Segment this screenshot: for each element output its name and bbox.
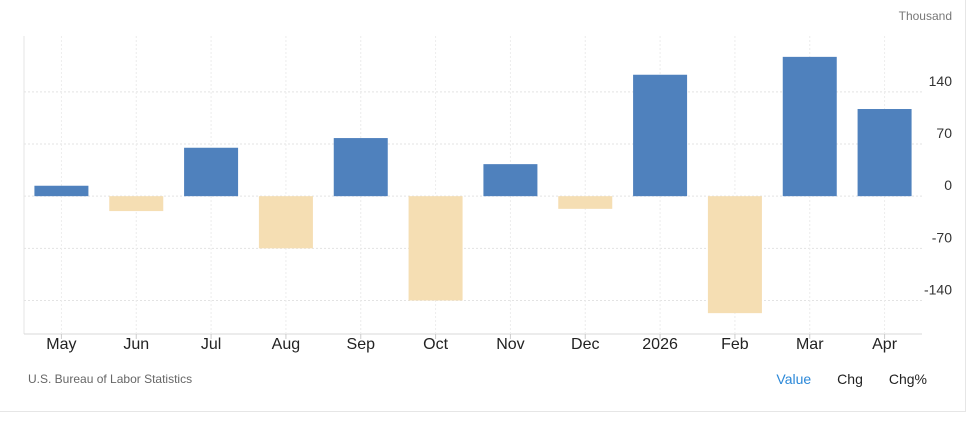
x-tick-label: Jul [201,336,221,353]
x-tick-label: Mar [796,336,824,353]
y-tick-label: 70 [936,125,952,141]
y-axis: 140 70 0 -70 -140 [924,73,952,298]
x-tick-label: 2026 [642,336,678,353]
x-tick-label: Dec [571,336,599,353]
y-tick-label: 0 [944,177,952,193]
x-tick-label: Sep [347,336,376,353]
bars [34,56,912,314]
bar-aug[interactable] [258,196,313,249]
x-axis: May Jun Jul Aug Sep Oct Nov Dec 2026 Feb Mar Apr [46,334,898,353]
y-tick-label: -140 [924,281,952,297]
y-tick-label: -70 [932,229,952,245]
x-tick-label: Aug [272,336,300,353]
bar-2026[interactable] [633,74,688,197]
bar-mar[interactable] [782,56,837,197]
x-tick-label: Oct [423,336,448,353]
bar-chart: 140 70 0 -70 -140 May Jun Jul Aug Sep Oct Nov Dec 20… [23,9,952,353]
tab-chg[interactable]: Chg [837,371,863,387]
x-tick-label: Feb [721,336,749,353]
x-tick-label: May [46,336,76,353]
bar-oct[interactable] [408,196,463,301]
tab-value[interactable]: Value [776,371,812,387]
bar-jul[interactable] [184,147,239,197]
chart-panel: 140 70 0 -70 -140 May Jun Jul Aug Sep Oct Nov Dec 20… [0,0,966,412]
bar-apr[interactable] [857,109,912,197]
unit-label: Thousand [899,9,952,23]
source-label: U.S. Bureau of Labor Statistics [28,372,193,386]
bar-feb[interactable] [707,196,762,314]
x-tick-label: Jun [123,336,149,353]
bar-may[interactable] [34,185,89,197]
bar-dec[interactable] [558,196,613,209]
x-tick-label: Apr [872,336,898,353]
bar-nov[interactable] [483,164,538,197]
bar-sep[interactable] [333,138,388,197]
x-tick-label: Nov [496,336,524,353]
view-tabs: Value Chg Chg% [776,371,927,387]
tab-chg-pct[interactable]: Chg% [888,371,927,387]
y-tick-label: 140 [929,73,953,89]
bar-jun[interactable] [109,196,164,212]
